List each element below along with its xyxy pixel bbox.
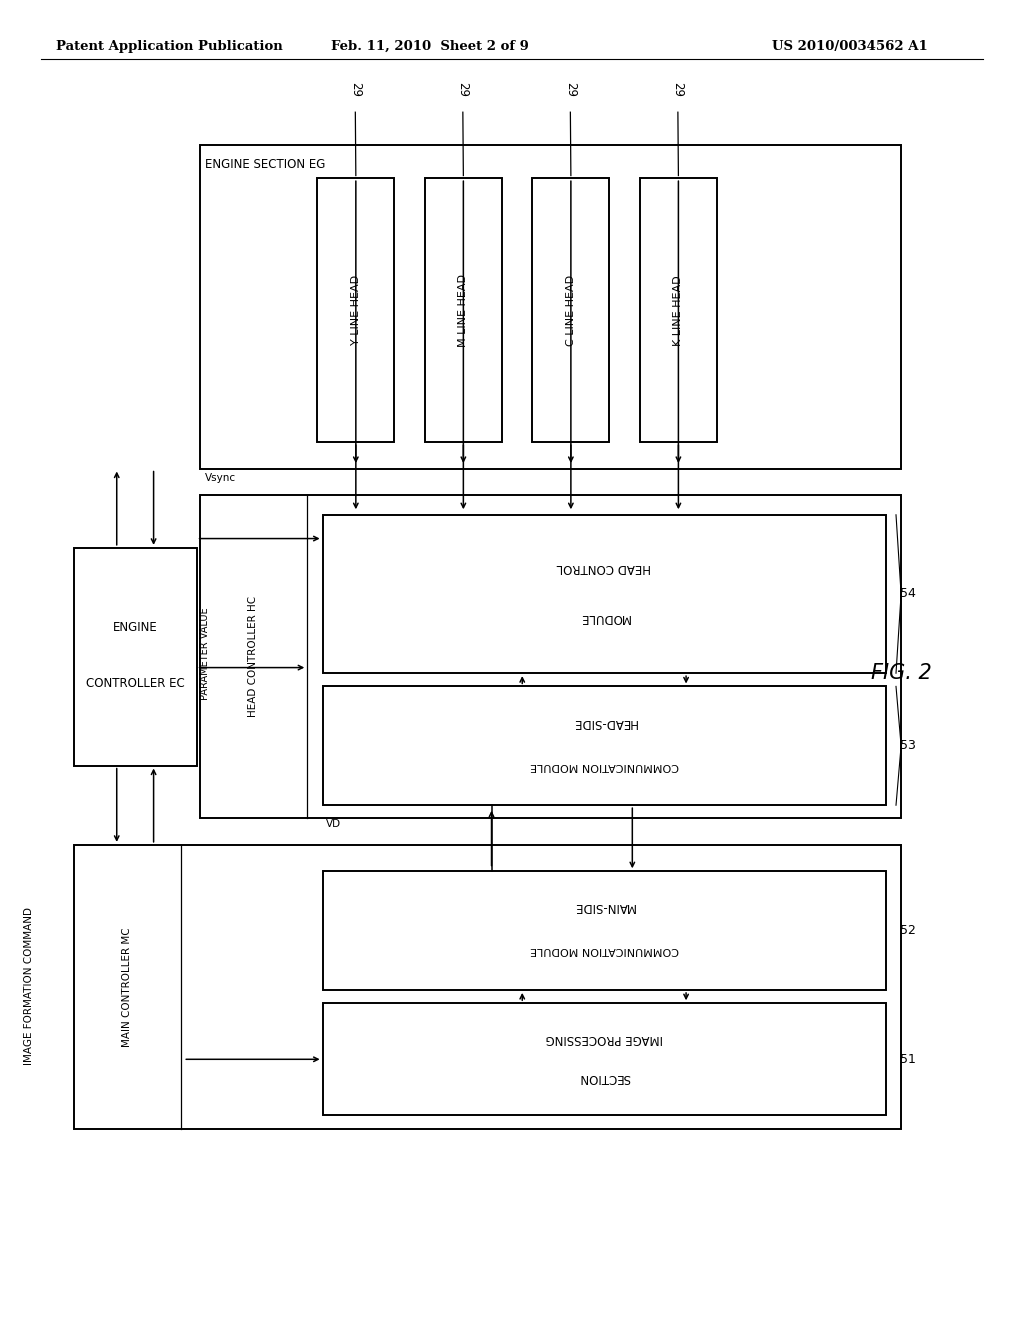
Text: MAIN CONTROLLER MC: MAIN CONTROLLER MC [123,927,132,1047]
Text: K LINE HEAD: K LINE HEAD [674,275,683,346]
Text: M LINE HEAD: M LINE HEAD [459,273,468,347]
Bar [323,871,886,990]
Bar [425,178,502,442]
Text: COMMUNICATION MODULE: COMMUNICATION MODULE [529,760,679,771]
Bar [74,548,197,766]
Bar [323,1003,886,1115]
Text: Feb. 11, 2010  Sheet 2 of 9: Feb. 11, 2010 Sheet 2 of 9 [331,40,529,53]
Text: MODULE: MODULE [579,611,630,624]
Bar [323,515,886,673]
Bar [74,845,901,1129]
Text: C LINE HEAD: C LINE HEAD [566,275,575,346]
Text: IMAGE PROCESSING: IMAGE PROCESSING [546,1032,663,1044]
Text: ENGINE: ENGINE [113,622,158,634]
Bar [640,178,717,442]
Bar [200,495,901,818]
Text: 29: 29 [349,82,361,98]
Text: PARAMETER VALUE: PARAMETER VALUE [200,607,210,700]
Text: VD: VD [326,818,341,829]
Text: HEAD CONTROLLER HC: HEAD CONTROLLER HC [249,597,258,717]
Text: MAIN-SIDE: MAIN-SIDE [573,900,635,913]
Text: 29: 29 [457,82,469,98]
Bar [323,686,886,805]
Text: HEAD CONTROL: HEAD CONTROL [557,561,651,574]
Text: Y LINE HEAD: Y LINE HEAD [351,275,360,346]
Text: 29: 29 [672,82,684,98]
Text: 29: 29 [564,82,577,98]
Text: 54: 54 [900,587,916,601]
Bar [532,178,609,442]
Text: 51: 51 [900,1053,916,1065]
Bar [200,145,901,469]
Text: FIG. 2: FIG. 2 [870,663,932,684]
Text: US 2010/0034562 A1: US 2010/0034562 A1 [772,40,928,53]
Text: 53: 53 [900,739,916,752]
Bar [317,178,394,442]
Text: COMMUNICATION MODULE: COMMUNICATION MODULE [529,945,679,956]
Text: 52: 52 [900,924,916,937]
Text: Vsync: Vsync [205,473,236,483]
Text: IMAGE FORMATION COMMAND: IMAGE FORMATION COMMAND [24,907,34,1065]
Text: HEAD-SIDE: HEAD-SIDE [571,715,637,729]
Text: CONTROLLER EC: CONTROLLER EC [86,677,184,689]
Text: Patent Application Publication: Patent Application Publication [56,40,283,53]
Text: SECTION: SECTION [579,1072,630,1084]
Text: ENGINE SECTION EG: ENGINE SECTION EG [205,158,326,172]
